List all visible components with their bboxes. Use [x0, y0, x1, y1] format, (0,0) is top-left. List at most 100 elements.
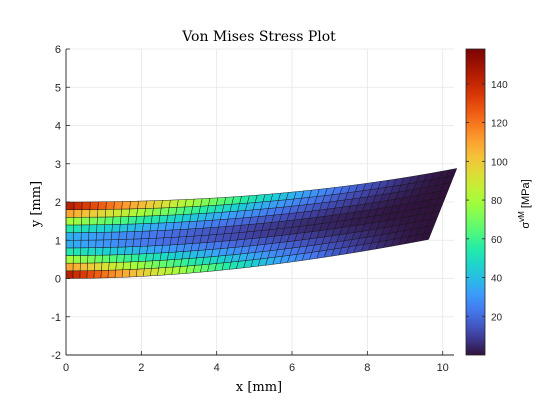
mesh-element: [95, 255, 103, 263]
x-tick-label: 4: [214, 362, 220, 374]
mesh-element: [140, 238, 149, 246]
x-axis-label: x [mm]: [236, 380, 282, 395]
mesh-element: [105, 209, 113, 217]
mesh-element: [116, 255, 124, 263]
mesh-element: [144, 208, 153, 216]
mesh-element: [136, 216, 145, 224]
mesh-element: [112, 224, 120, 232]
mesh-element: [133, 239, 141, 247]
mesh-element: [66, 240, 74, 248]
mesh-element: [88, 255, 96, 263]
mesh-element: [101, 263, 109, 271]
mesh-element: [141, 231, 150, 239]
mesh-element: [145, 201, 154, 209]
y-tick-label: 3: [55, 159, 61, 171]
mesh-element: [119, 224, 127, 232]
mesh-element: [94, 263, 102, 271]
colorbar-tick-label: 120: [491, 119, 508, 130]
y-tick-label: 6: [55, 44, 61, 56]
mesh-element: [104, 224, 112, 232]
mesh-element: [110, 247, 118, 255]
mesh-element: [66, 202, 74, 210]
y-tick-label: 0: [55, 274, 61, 286]
mesh-element: [66, 263, 73, 271]
mesh-element: [80, 271, 87, 279]
y-tick-label: 1: [55, 235, 61, 247]
colorbar-tick-label: 80: [491, 196, 503, 207]
mesh-element: [125, 239, 133, 247]
mesh-element: [128, 216, 137, 224]
mesh-element: [139, 246, 147, 254]
mesh-element: [131, 254, 139, 262]
mesh-element: [120, 217, 129, 225]
mesh-element: [153, 200, 162, 208]
mesh-element: [88, 240, 96, 248]
x-tick-label: 8: [364, 362, 370, 374]
mesh-element: [109, 262, 117, 270]
y-tick-label: -1: [51, 312, 61, 324]
y-tick-label: 2: [55, 197, 61, 209]
mesh-element: [137, 208, 146, 216]
mesh-element: [97, 209, 105, 217]
mesh-element: [126, 231, 134, 239]
mesh-element: [90, 202, 98, 210]
mesh-element: [150, 223, 159, 231]
colorbar-label-unit: [MPa]: [520, 179, 532, 211]
mesh-element: [103, 247, 111, 255]
mesh-element: [105, 217, 113, 225]
mesh-element: [74, 210, 82, 218]
mesh-element: [80, 263, 87, 271]
mesh-element: [111, 232, 119, 240]
mesh-element: [125, 247, 133, 255]
mesh-element: [122, 269, 130, 277]
mesh-element: [106, 202, 115, 210]
mesh-element: [151, 216, 160, 224]
mesh-element: [73, 240, 81, 248]
y-tick-label: 4: [55, 121, 61, 133]
mesh-element: [89, 217, 97, 225]
colorbar-tick-label: 140: [491, 80, 508, 91]
mesh-element: [109, 255, 117, 263]
mesh-element: [66, 248, 73, 256]
mesh-element: [90, 209, 98, 217]
mesh-element: [98, 202, 107, 210]
mesh-element: [96, 232, 104, 240]
mesh-element: [74, 217, 82, 225]
mesh-element: [102, 255, 110, 263]
mesh-element: [135, 224, 144, 232]
mesh-element: [101, 270, 109, 278]
mesh-element: [73, 263, 80, 271]
colorbar-label-sup: vM: [517, 211, 526, 222]
mesh-element: [94, 270, 102, 278]
mesh-element: [122, 201, 131, 209]
mesh-element: [127, 224, 136, 232]
mesh-element: [66, 233, 74, 241]
mesh-element: [130, 262, 138, 270]
mesh-element: [73, 271, 80, 279]
mesh-element: [66, 256, 73, 264]
mesh-element: [152, 208, 161, 216]
mesh-element: [130, 201, 139, 209]
mesh-element: [124, 254, 132, 262]
colorbar-tick-label: 40: [491, 274, 503, 285]
mesh-element: [142, 223, 151, 231]
mesh-element: [114, 201, 123, 209]
x-tick-label: 2: [138, 362, 144, 374]
mesh-element: [95, 248, 103, 256]
mesh-element: [103, 240, 111, 248]
mesh-element: [119, 232, 127, 240]
mesh-element: [81, 232, 89, 240]
mesh-element: [138, 201, 147, 209]
mesh-element: [132, 246, 140, 254]
mesh-element: [80, 255, 88, 263]
mesh-element: [88, 248, 96, 256]
mesh-element: [129, 209, 138, 217]
mesh-element: [66, 225, 74, 233]
mesh-element: [115, 270, 123, 278]
mesh-element: [96, 240, 104, 248]
mesh-element: [97, 225, 105, 233]
mesh-element: [129, 269, 137, 277]
mesh-element: [121, 209, 130, 217]
mesh-element: [138, 254, 146, 262]
